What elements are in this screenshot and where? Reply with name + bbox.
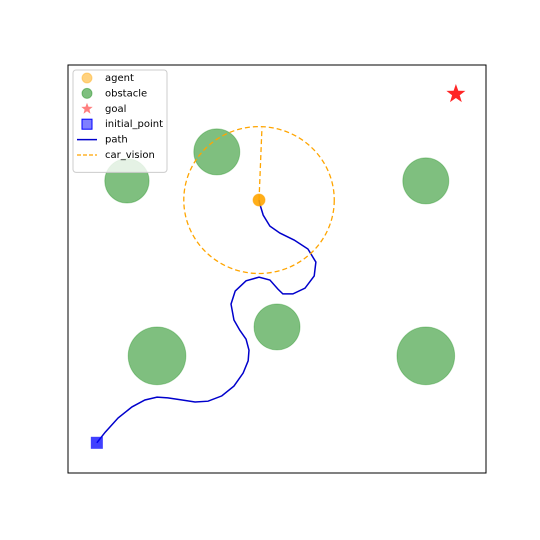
initial_point-marker xyxy=(90,436,103,449)
vision-heading xyxy=(258,127,263,201)
obstacle-marker xyxy=(193,128,241,176)
legend-swatch xyxy=(81,72,93,84)
obstacle-marker xyxy=(402,157,450,205)
legend-label: path xyxy=(105,135,128,146)
legend-swatch xyxy=(81,102,93,114)
legend-label: agent xyxy=(105,73,134,84)
legend-label: initial_point xyxy=(105,119,163,130)
legend-label: car_vision xyxy=(105,150,155,161)
obstacle-marker xyxy=(127,326,187,386)
legend-label: obstacle xyxy=(105,88,147,99)
legend-swatch xyxy=(81,87,93,99)
goal-marker xyxy=(446,84,466,103)
obstacle-marker xyxy=(253,303,301,351)
path-line xyxy=(96,199,317,444)
legend-box xyxy=(72,69,168,173)
agent-marker xyxy=(252,193,266,207)
vision-circle xyxy=(183,125,335,275)
legend-swatch xyxy=(81,118,93,130)
obstacle-marker xyxy=(396,326,456,386)
legend-label: goal xyxy=(105,104,126,115)
